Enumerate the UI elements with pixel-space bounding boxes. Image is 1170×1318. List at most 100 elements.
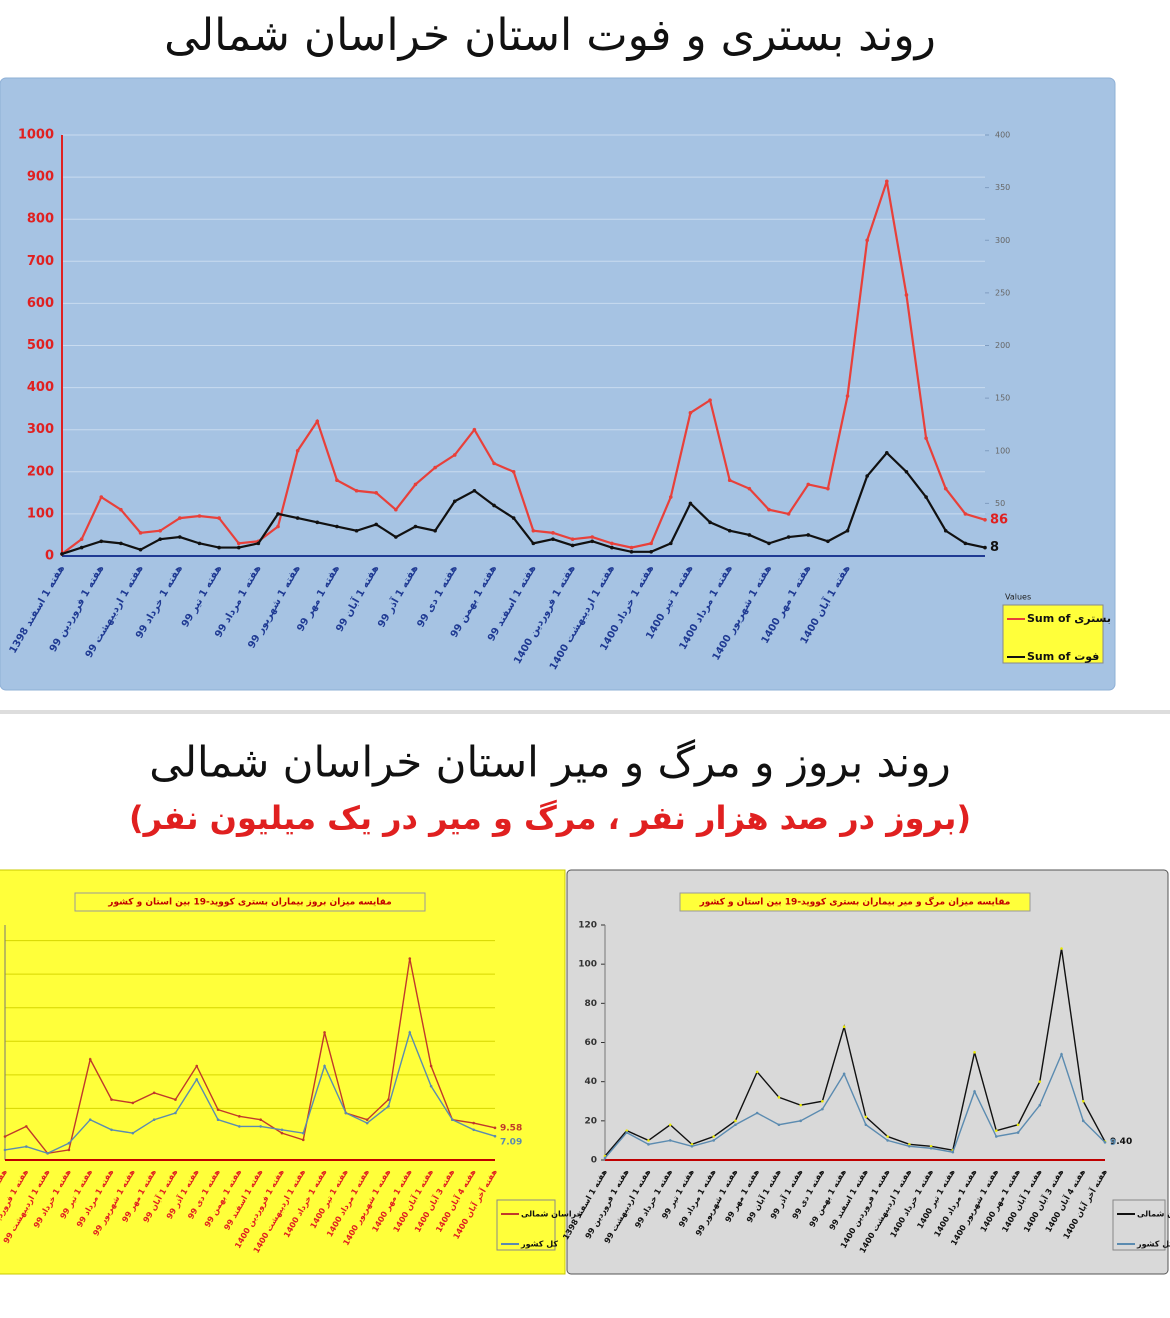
point <box>929 1144 933 1148</box>
point <box>821 1107 824 1111</box>
legend-label: کل کشور <box>520 1240 558 1249</box>
point <box>908 1143 911 1146</box>
point <box>688 411 693 415</box>
point <box>668 541 673 546</box>
point <box>649 549 653 554</box>
point <box>767 507 771 512</box>
y2-tick-label: 400 <box>995 131 1010 140</box>
data-label: 86 <box>990 512 1008 527</box>
point <box>433 465 437 470</box>
y-tick-label: 20 <box>584 1116 597 1126</box>
point <box>755 1111 759 1115</box>
point <box>885 179 889 184</box>
point <box>238 1115 241 1118</box>
point <box>88 1057 92 1061</box>
point <box>138 531 143 535</box>
series-line <box>61 180 986 555</box>
point <box>983 517 987 522</box>
point <box>195 1078 199 1081</box>
point <box>492 461 496 466</box>
point <box>67 1141 71 1145</box>
point <box>755 1070 759 1074</box>
point <box>629 545 634 550</box>
point <box>767 541 771 546</box>
legend-box <box>1112 1199 1166 1251</box>
point <box>216 1108 220 1111</box>
point <box>451 1118 454 1122</box>
point <box>799 1119 802 1123</box>
point <box>625 1131 629 1134</box>
point <box>259 1125 262 1128</box>
point <box>821 1099 824 1103</box>
point <box>799 1103 802 1107</box>
point <box>79 545 84 550</box>
point <box>551 531 555 535</box>
point <box>413 482 418 487</box>
point <box>195 1064 199 1068</box>
point <box>708 520 712 525</box>
point <box>1016 1131 1020 1134</box>
point <box>217 545 221 550</box>
point <box>374 522 379 527</box>
y-tick-label: 500 <box>27 338 54 353</box>
point <box>826 539 830 544</box>
point <box>973 1090 976 1093</box>
chart-title: مقایسه میزان بروز بیماران بستری کووید-19… <box>107 898 391 908</box>
point <box>25 1125 28 1128</box>
point <box>354 528 359 533</box>
point <box>511 470 516 474</box>
y2-tick-label: 100 <box>995 446 1010 455</box>
point <box>690 1144 694 1148</box>
point <box>625 1129 629 1132</box>
point <box>25 1145 28 1148</box>
point <box>493 1126 497 1130</box>
data-label: 8 <box>990 540 999 555</box>
point <box>610 541 614 546</box>
point <box>178 535 182 539</box>
chart-title: مقایسه میزان مرگ و میر بیماران بستری کوو… <box>699 896 1011 908</box>
point <box>315 520 320 525</box>
legend-label: خراسان شمالی <box>521 1210 583 1219</box>
y-tick-label: 200 <box>27 464 54 479</box>
point <box>60 552 64 556</box>
point <box>531 541 536 546</box>
point <box>394 535 398 539</box>
point <box>531 528 536 533</box>
point <box>276 512 280 516</box>
point <box>924 436 928 440</box>
point <box>197 541 202 546</box>
point <box>472 488 477 493</box>
point <box>786 535 791 539</box>
series-line <box>61 451 986 555</box>
point <box>131 1101 135 1105</box>
point <box>1016 1123 1020 1127</box>
point <box>845 528 850 533</box>
point <box>238 1125 241 1128</box>
point <box>886 1135 889 1138</box>
point <box>1038 1080 1042 1083</box>
point <box>1103 1141 1107 1144</box>
point <box>747 486 752 491</box>
point <box>492 503 496 508</box>
y-tick-label: 100 <box>27 506 54 521</box>
point <box>88 1118 92 1122</box>
point <box>429 1084 433 1088</box>
point <box>924 495 928 499</box>
point <box>152 1091 156 1095</box>
point <box>1038 1103 1042 1107</box>
y2-tick-label: 150 <box>995 394 1010 403</box>
point <box>708 398 712 403</box>
point <box>806 482 811 487</box>
point <box>995 1135 998 1138</box>
point <box>236 541 241 546</box>
point <box>777 1096 781 1099</box>
series-line <box>4 958 496 1155</box>
y2-tick-label: 50 <box>995 499 1005 508</box>
point <box>842 1025 846 1029</box>
point <box>408 1031 412 1034</box>
point <box>983 545 987 550</box>
data-label: 9.40 <box>1110 1137 1132 1147</box>
point <box>174 1111 177 1115</box>
point <box>864 1123 868 1127</box>
series-line <box>604 1052 1106 1159</box>
